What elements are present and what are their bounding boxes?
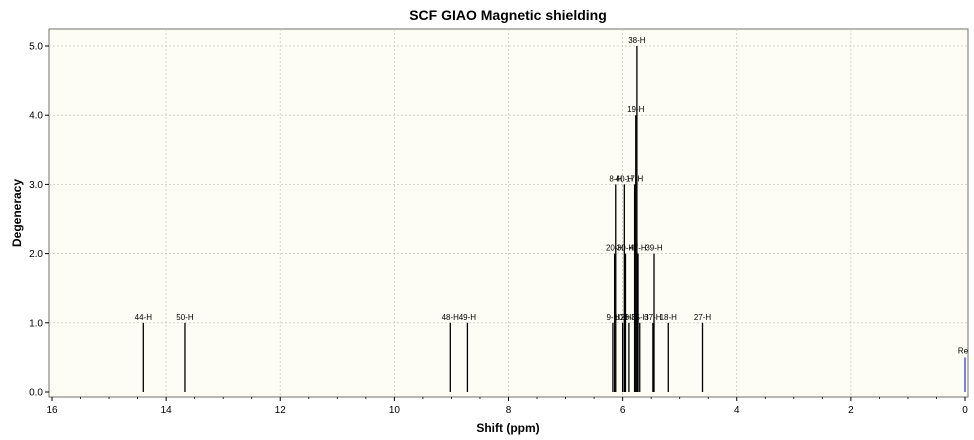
y-tick-label: 1.0	[29, 318, 43, 329]
peak-label: 37-H	[644, 313, 662, 322]
peak-label: 39-H	[645, 244, 663, 253]
y-tick-label: 5.0	[29, 42, 43, 53]
peak-label: 10-H	[614, 313, 632, 322]
peak-label: 50-H	[176, 313, 194, 322]
peak-label: 35-H	[631, 313, 649, 322]
y-tick-label: 0.0	[29, 388, 43, 399]
x-axis-label: Shift (ppm)	[476, 421, 539, 435]
peak-label: 8-H	[609, 174, 622, 183]
y-tick-label: 2.0	[29, 249, 43, 260]
x-tick-label: 12	[275, 405, 287, 416]
peak-label: 30-H	[617, 244, 635, 253]
peak-label: 17-H	[626, 174, 644, 183]
x-tick-label: 14	[161, 405, 173, 416]
peak-label: 38-H	[628, 36, 646, 45]
x-tick-label: 2	[848, 405, 854, 416]
peak-label: 44-H	[135, 313, 153, 322]
reference-label: Re	[958, 346, 969, 355]
peaks: 44-H 50-H 48-H 49-H 9-H 20-H 8-H 10-H 40-H 30-H 28…	[135, 36, 969, 392]
x-tick-label: 4	[734, 405, 740, 416]
y-tick-label: 4.0	[29, 111, 43, 122]
y-axis-label: Degeneracy	[10, 179, 24, 247]
x-tick-label: 10	[389, 405, 401, 416]
peak-label: 40-H	[616, 174, 634, 183]
axes: 0.0 1.0 2.0 3.0 4.0 5.0 16 14 12 10 8 6 4 2 0	[29, 42, 968, 417]
grid	[49, 29, 968, 397]
peak-label: 20-H	[606, 244, 624, 253]
chart-title: SCF GIAO Magnetic shielding	[409, 7, 607, 23]
x-tick-label: 8	[506, 405, 512, 416]
peak-label: 18-H	[660, 313, 678, 322]
x-tick-label: 6	[620, 405, 626, 416]
peak-label: 28-H	[620, 313, 638, 322]
x-tick-label: 16	[46, 405, 58, 416]
peak-label: 48-H	[442, 313, 460, 322]
y-tick-label: 3.0	[29, 180, 43, 191]
peak-label: 19-H	[627, 105, 645, 114]
x-tick-label: 0	[962, 405, 968, 416]
peak-label: 49-H	[459, 313, 477, 322]
peak-label: 9-H	[606, 313, 619, 322]
peak-label: 47-H	[629, 244, 647, 253]
peak-label: 27-H	[694, 313, 712, 322]
